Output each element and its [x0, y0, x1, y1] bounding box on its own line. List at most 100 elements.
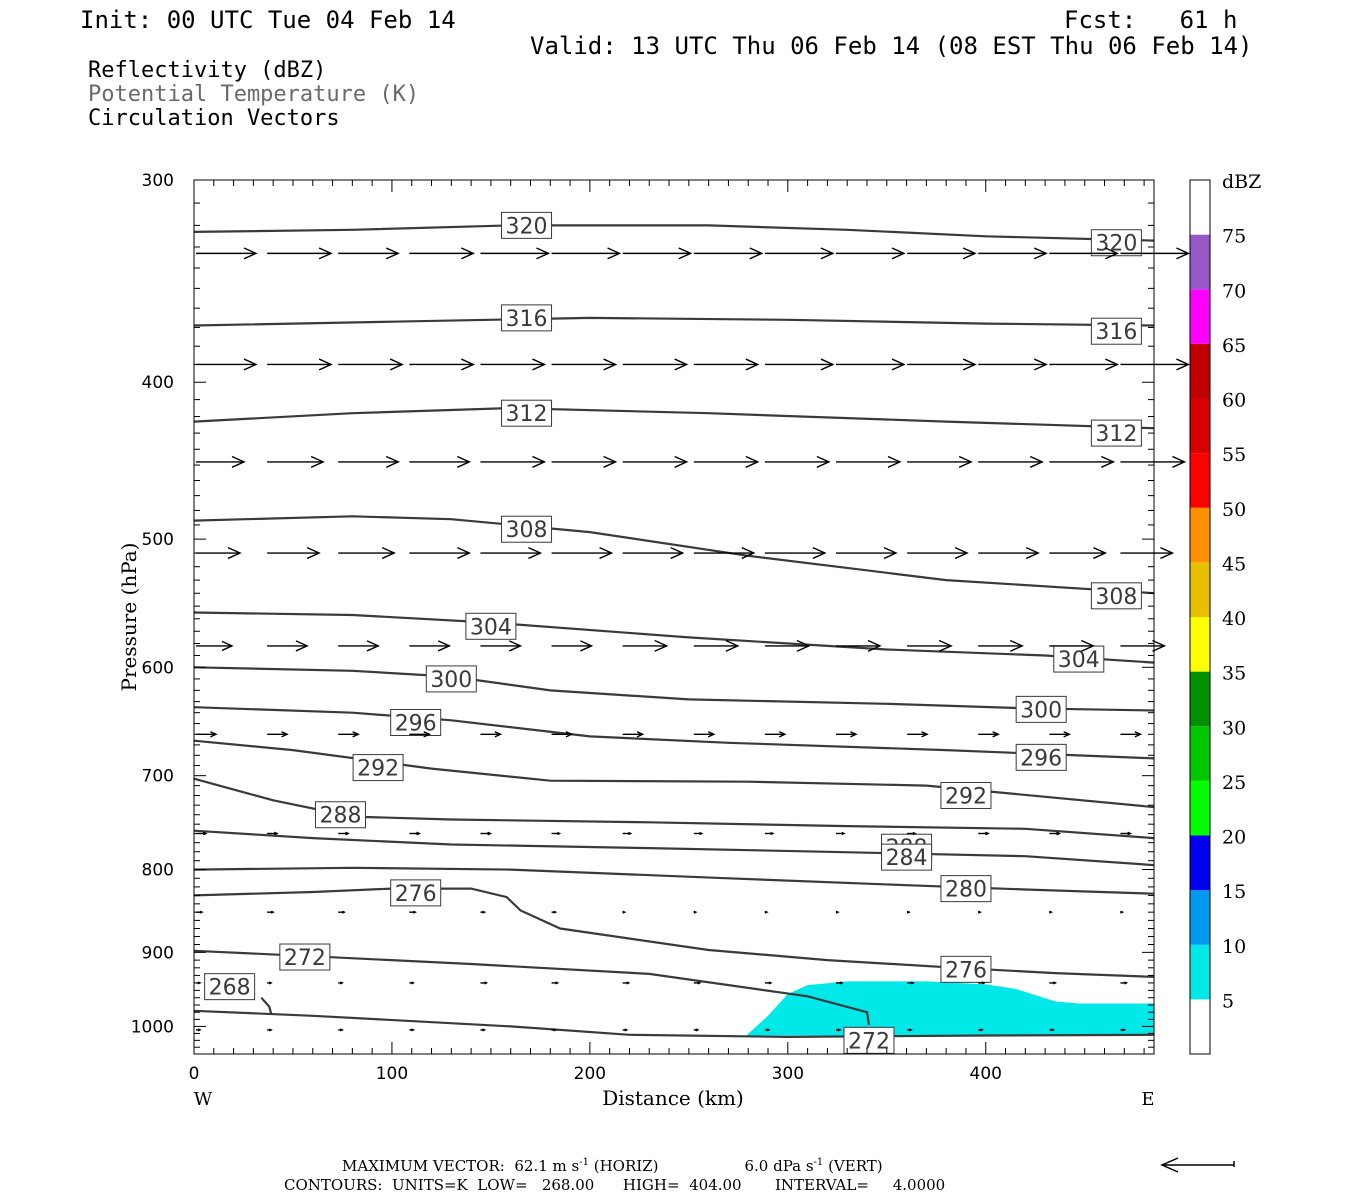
- vector-head: [553, 1028, 558, 1032]
- theta-contour-268b: [260, 996, 273, 1014]
- vector-head: [339, 981, 344, 985]
- vector-6-3: [409, 831, 422, 836]
- theta-label-312-1: 312: [1090, 419, 1142, 447]
- theta-label-284-0: 284: [881, 843, 933, 871]
- vector-6-10: [907, 831, 917, 836]
- vector-head: [1105, 247, 1120, 260]
- vector-head: [1134, 731, 1143, 738]
- colorbar-label-55: 55: [1222, 444, 1246, 466]
- vector-4-0: [196, 640, 234, 652]
- vector-head: [295, 640, 309, 652]
- vector-8-9: [836, 981, 844, 985]
- vector-head: [270, 910, 275, 914]
- vector-head: [908, 1028, 913, 1032]
- theta-label-312-0: 312: [501, 399, 553, 427]
- vector-6-7: [693, 831, 704, 836]
- vector-head: [835, 910, 840, 914]
- vector-head: [461, 358, 476, 371]
- vector-head: [231, 455, 246, 468]
- theta-label-text: 320: [506, 214, 548, 239]
- colorbar-label-50: 50: [1222, 499, 1246, 521]
- colorbar-label-75: 75: [1222, 226, 1246, 248]
- axes: 0 100 200 300 400 300 400 500 600 700 800 900 1000: [131, 171, 1154, 1084]
- vector-6-4: [480, 831, 493, 836]
- vector-3-8: [764, 547, 827, 560]
- reference-vector: [1160, 1157, 1235, 1173]
- theta-label-text: 316: [506, 307, 548, 332]
- vector-head: [461, 247, 476, 260]
- theta-contours: 3203203163163123123083083043043003002962…: [193, 211, 1155, 1054]
- circulation-vectors: [196, 247, 1191, 1032]
- vector-head: [341, 910, 346, 914]
- y-tick-label: 300: [142, 171, 174, 191]
- theta-label-box: [940, 781, 992, 809]
- vector-5-4: [480, 731, 503, 738]
- vector-1-5: [551, 358, 618, 371]
- theta-label-box: [1053, 645, 1105, 673]
- vector-3-13: [1120, 547, 1175, 560]
- colorbar-label-20: 20: [1222, 827, 1246, 849]
- theta-label-box: [940, 875, 992, 903]
- colorbar: 5 10 15 20 25 30 35 40 45 50 55 60 65 70 75: [1189, 179, 1246, 1055]
- colorbar-bin-9: [1190, 507, 1210, 563]
- x-tick-label: 300: [772, 1064, 804, 1084]
- theta-label-box: [843, 1026, 895, 1054]
- vector-head: [484, 981, 489, 985]
- vector-5-2: [338, 731, 360, 738]
- vector-head: [1176, 247, 1191, 260]
- vector-8-11: [978, 981, 986, 985]
- theta-label-box: [204, 973, 256, 1001]
- colorbar-bin-2: [1190, 890, 1210, 945]
- vector-head: [555, 981, 560, 985]
- vector-9-5: [551, 1028, 558, 1032]
- vector-head: [199, 910, 204, 914]
- theta-contour-292: [193, 739, 1155, 809]
- vector-head: [437, 640, 452, 652]
- colorbar-label-40: 40: [1222, 608, 1246, 630]
- theta-label-box: [279, 943, 331, 971]
- vector-0-2: [338, 247, 400, 260]
- colorbar-bin-14: [1190, 234, 1210, 290]
- vector-5-8: [764, 731, 787, 738]
- vector-head: [565, 731, 574, 738]
- theta-contour-304: [193, 611, 1155, 664]
- vector-3-0: [196, 547, 242, 560]
- vector-head: [958, 455, 973, 468]
- vector-9-10: [907, 1028, 913, 1032]
- colorbar-bin-8: [1190, 562, 1210, 617]
- theta-label-272-0: 272: [279, 943, 331, 971]
- vector-head: [622, 910, 627, 914]
- y-tick-label: 600: [142, 658, 174, 678]
- vector-4-4: [480, 640, 523, 652]
- vector-0-11: [978, 247, 1048, 260]
- vector-9-12: [1049, 1028, 1056, 1032]
- vector-head: [1105, 358, 1120, 371]
- vector-head: [699, 831, 704, 836]
- vector-3-3: [409, 547, 472, 560]
- colorbar-label-45: 45: [1222, 553, 1246, 575]
- theta-contour-300: [193, 666, 1155, 712]
- vector-2-1: [267, 455, 325, 468]
- vector-head: [839, 981, 844, 985]
- vector-head: [707, 731, 716, 738]
- theta-label-text: 296: [395, 711, 437, 736]
- theta-label-text: 276: [945, 958, 987, 983]
- reflectivity-layer: [746, 981, 1154, 1036]
- reference-vector-head: [1160, 1157, 1179, 1173]
- vector-head: [385, 455, 400, 468]
- vector-head: [1025, 547, 1040, 560]
- footer-contours: CONTOURS: UNITS=K LOW= 268.00 HIGH= 404.…: [284, 1176, 946, 1194]
- vector-8-8: [764, 981, 773, 985]
- theta-contour-312: [193, 406, 1155, 430]
- vector-head: [1033, 358, 1048, 371]
- vector-head: [345, 831, 350, 836]
- y-tick-label: 900: [142, 943, 174, 963]
- vector-4-8: [764, 639, 811, 652]
- vector-9-9: [836, 1028, 842, 1032]
- vector-head: [413, 910, 418, 914]
- vector-head: [841, 831, 846, 836]
- vector-0-12: [1049, 247, 1120, 260]
- field-potential-temperature: Potential Temperature (K): [88, 82, 420, 107]
- vector-1-1: [267, 358, 333, 371]
- colorbar-label-25: 25: [1222, 772, 1246, 794]
